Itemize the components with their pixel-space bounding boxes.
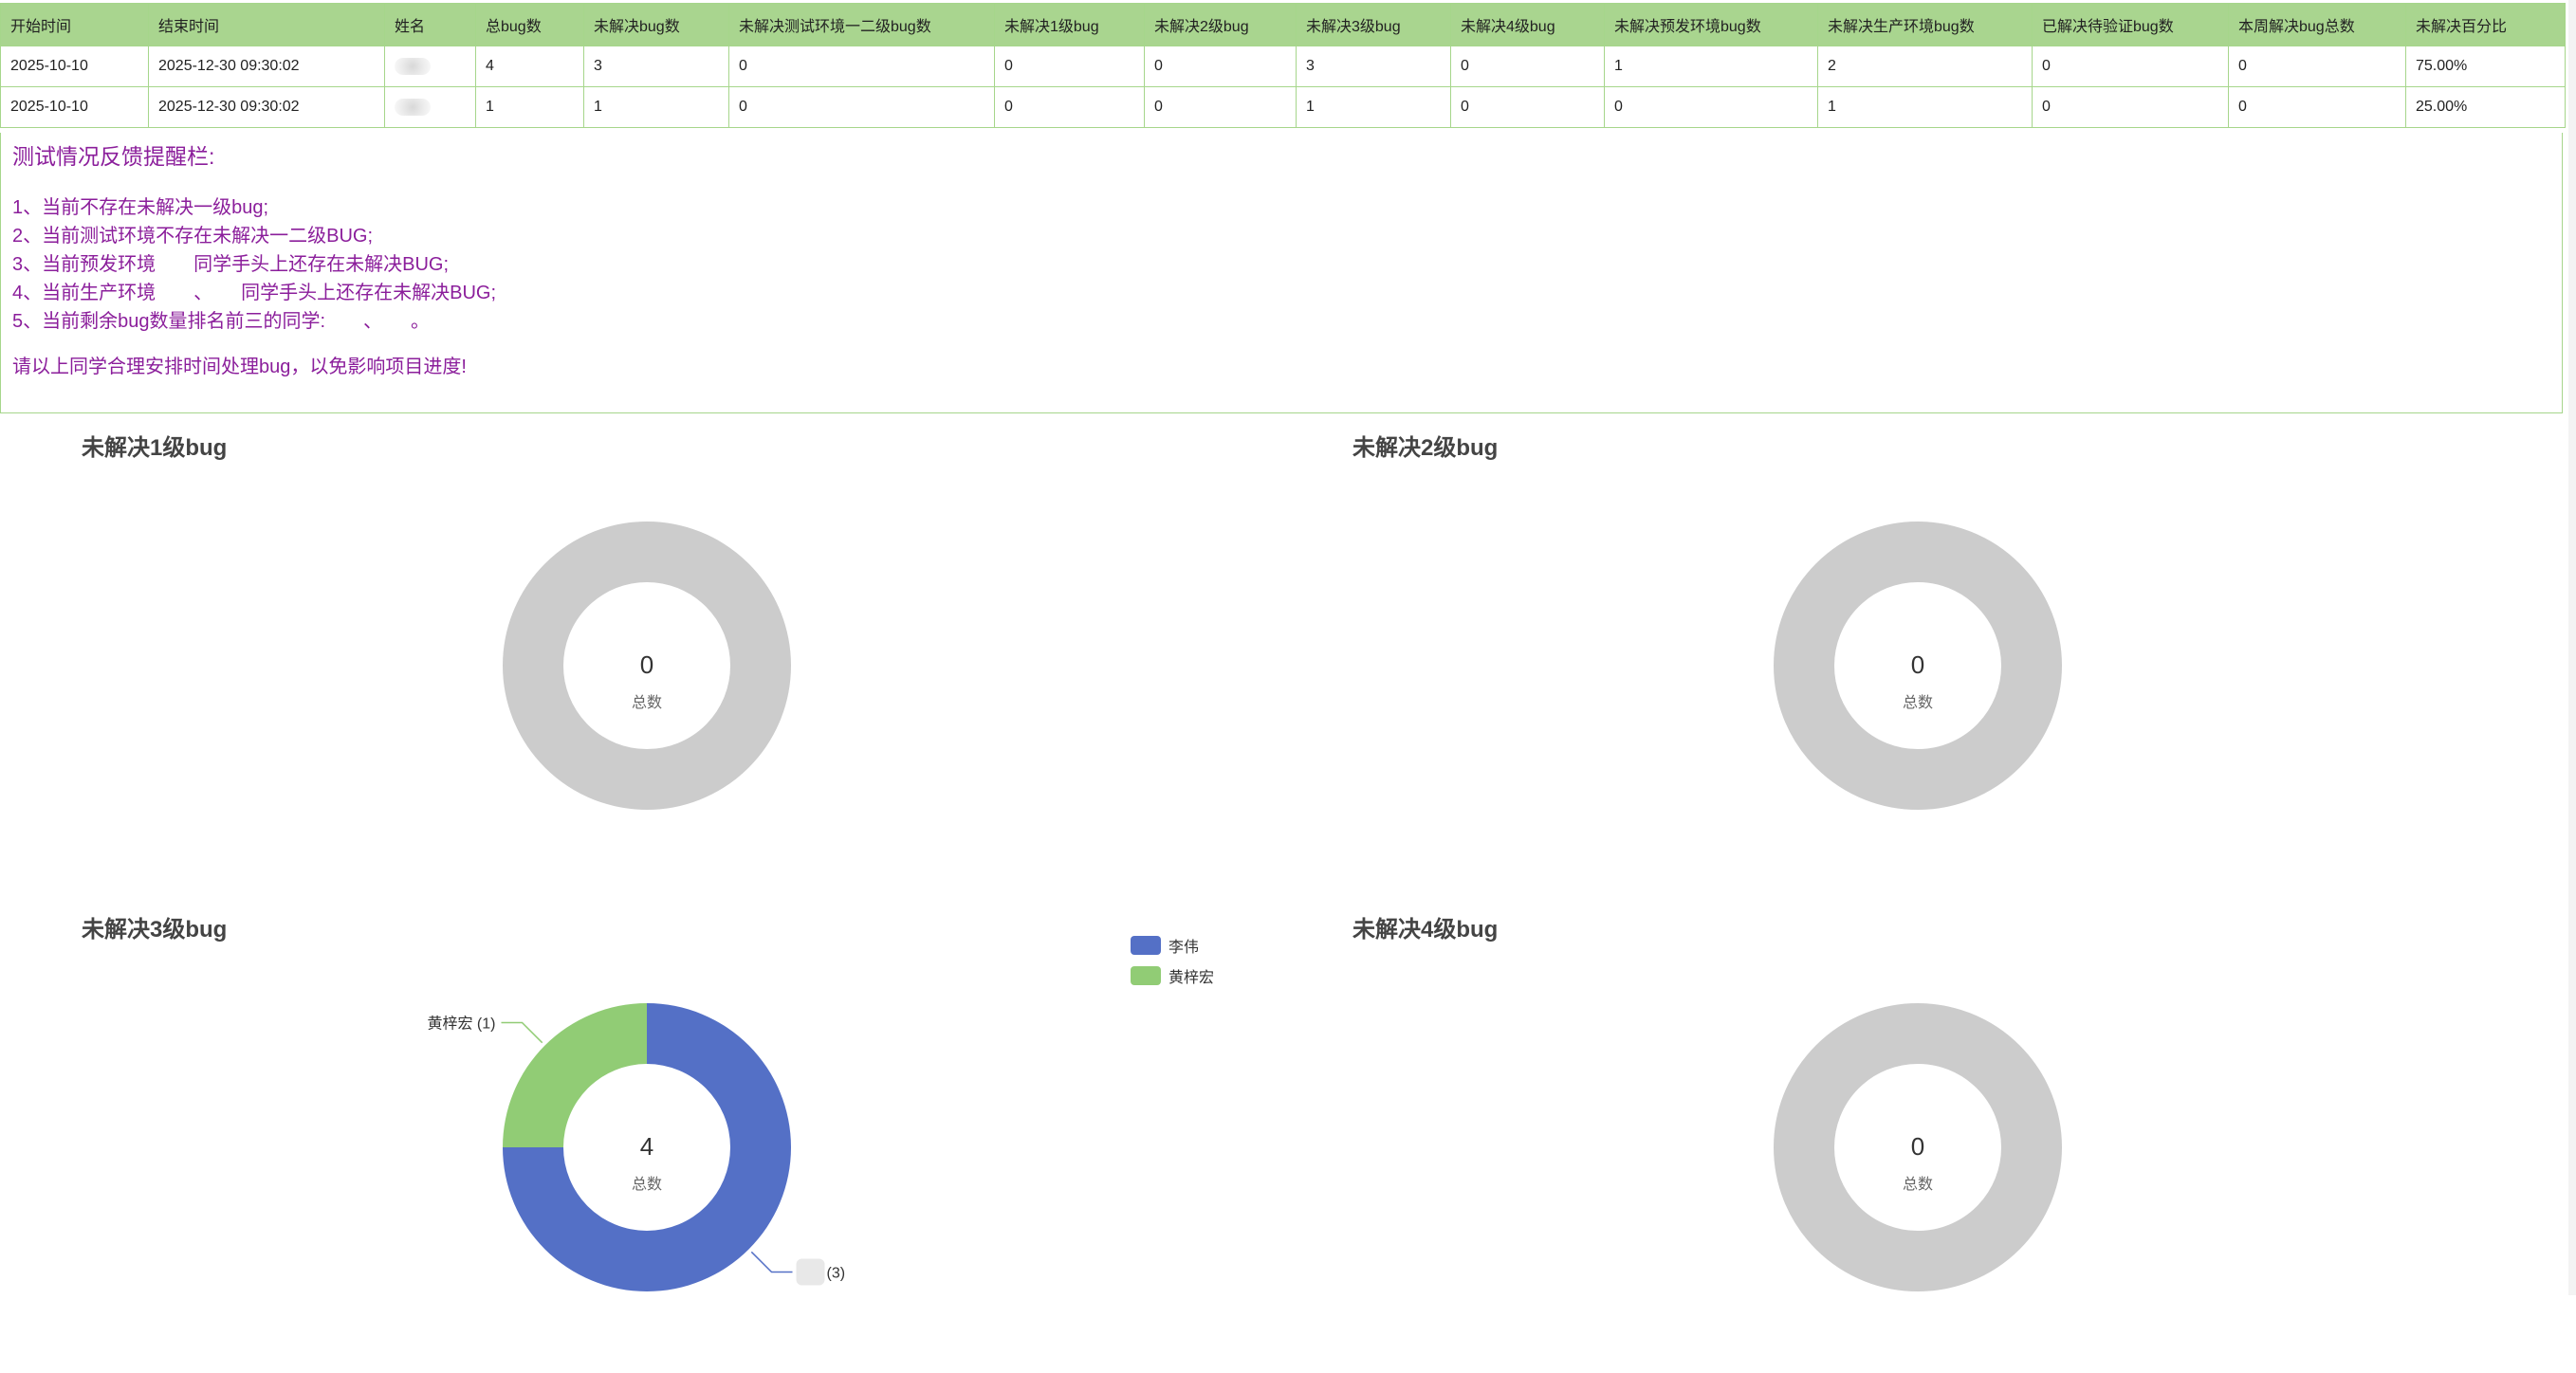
col-unresolved-prod[interactable]: 未解决生产环境bug数 [1817, 3, 2033, 46]
empty-donut-ring [1774, 522, 2062, 810]
col-resolved-pending[interactable]: 已解决待验证bug数 [2032, 3, 2229, 46]
col-unresolved[interactable]: 未解决bug数 [583, 3, 729, 46]
donut-slice [503, 1003, 647, 1147]
cell-resolved-week: 0 [2228, 86, 2406, 128]
empty-donut-ring [1774, 1003, 2062, 1291]
feedback-item: 2、当前测试环境不存在未解决一二级BUG; [12, 226, 374, 247]
col-unresolved-percent[interactable]: 未解决百分比 [2405, 3, 2566, 46]
legend-label: 黄梓宏 [1168, 970, 1215, 986]
chart-level3: 未解决3级bug (3) 黄梓宏 (1) 4 总数 李伟 黄梓宏 [0, 899, 1271, 1373]
cell-unresolved-percent: 75.00% [2405, 46, 2566, 87]
cell-name [384, 86, 476, 128]
cell-unresolved-preprod: 0 [1604, 86, 1818, 128]
legend-swatch [1131, 936, 1161, 955]
scrollbar[interactable] [2568, 0, 2576, 1295]
table-header-row: 开始时间 结束时间 姓名 总bug数 未解决bug数 未解决测试环境一二级bug… [0, 3, 2566, 46]
cell-level4: 0 [1450, 46, 1605, 87]
cell-unresolved-test-env: 0 [728, 86, 995, 128]
blurred-name [395, 57, 431, 75]
col-level1[interactable]: 未解决1级bug [994, 3, 1145, 46]
col-level2[interactable]: 未解决2级bug [1144, 3, 1297, 46]
slice-label: (3) [827, 1266, 846, 1282]
feedback-item: 5、当前剩余bug数量排名前三的同学: 、 。 [12, 311, 431, 332]
cell-end-time: 2025-12-30 09:30:02 [148, 86, 385, 128]
blurred-name [796, 1258, 825, 1286]
cell-unresolved: 1 [583, 86, 729, 128]
col-total-bugs[interactable]: 总bug数 [475, 3, 584, 46]
cell-unresolved-preprod: 1 [1604, 46, 1818, 87]
col-level3[interactable]: 未解决3级bug [1296, 3, 1451, 46]
chart-level1: 未解决1级bug 0 总数 [0, 417, 1271, 891]
chart-svg: 0 总数 [1774, 522, 2062, 810]
col-name[interactable]: 姓名 [384, 3, 476, 46]
cell-name [384, 46, 476, 87]
feedback-item: 3、当前预发环境 同学手头上还存在未解决BUG; [12, 254, 450, 275]
chart-legend[interactable]: 李伟 黄梓宏 [1131, 930, 1214, 991]
table-row: 2025-10-10 2025-12-30 09:30:02 1 1 0 0 0… [0, 86, 2566, 128]
cell-level1: 0 [994, 86, 1145, 128]
cell-start-time: 2025-10-10 [0, 86, 149, 128]
feedback-title: 测试情况反馈提醒栏: [12, 144, 215, 169]
center-total-value: 4 [640, 1132, 653, 1161]
legend-label: 李伟 [1168, 940, 1200, 956]
feedback-list: 1、当前不存在未解决一级bug; 2、当前测试环境不存在未解决一二级BUG; 3… [12, 193, 496, 336]
slice-label: 黄梓宏 (1) [427, 1015, 495, 1032]
col-unresolved-preprod[interactable]: 未解决预发环境bug数 [1604, 3, 1818, 46]
cell-unresolved-percent: 25.00% [2405, 86, 2566, 128]
center-total-label: 总数 [1903, 1176, 1933, 1193]
cell-total-bugs: 4 [475, 46, 584, 87]
center-total-value: 0 [640, 650, 653, 679]
cell-resolved-pending: 0 [2032, 86, 2229, 128]
legend-item[interactable]: 黄梓宏 [1131, 961, 1214, 991]
cell-unresolved-prod: 1 [1817, 86, 2033, 128]
chart-svg: (3) 黄梓宏 (1) 4 总数 [427, 1003, 846, 1291]
table-row: 2025-10-10 2025-12-30 09:30:02 4 3 0 0 0… [0, 46, 2566, 87]
col-resolved-week[interactable]: 本周解决bug总数 [2228, 3, 2406, 46]
cell-resolved-pending: 0 [2032, 46, 2229, 87]
slice-leader-line [501, 1021, 543, 1044]
feedback-item: 1、当前不存在未解决一级bug; [12, 197, 269, 218]
cell-end-time: 2025-12-30 09:30:02 [148, 46, 385, 87]
col-level4[interactable]: 未解决4级bug [1450, 3, 1605, 46]
col-start-time[interactable]: 开始时间 [0, 3, 149, 46]
cell-start-time: 2025-10-10 [0, 46, 149, 87]
cell-unresolved-test-env: 0 [728, 46, 995, 87]
chart-level2: 未解决2级bug 0 总数 [1271, 417, 2542, 891]
cell-level1: 0 [994, 46, 1145, 87]
center-total-value: 0 [1911, 1132, 1924, 1161]
col-end-time[interactable]: 结束时间 [148, 3, 385, 46]
blurred-name [395, 98, 431, 116]
bug-stats-table: 开始时间 结束时间 姓名 总bug数 未解决bug数 未解决测试环境一二级bug… [0, 3, 2566, 128]
cell-resolved-week: 0 [2228, 46, 2406, 87]
col-unresolved-test-env[interactable]: 未解决测试环境一二级bug数 [728, 3, 995, 46]
chart-title: 未解决3级bug [82, 917, 228, 943]
chart-title: 未解决1级bug [82, 435, 228, 461]
legend-item[interactable]: 李伟 [1131, 930, 1214, 961]
cell-level3: 1 [1296, 86, 1451, 128]
chart-svg: 0 总数 [503, 522, 791, 810]
center-total-label: 总数 [632, 694, 662, 711]
chart-svg: 0 总数 [1774, 1003, 2062, 1291]
feedback-panel: 测试情况反馈提醒栏: 1、当前不存在未解决一级bug; 2、当前测试环境不存在未… [0, 133, 2563, 413]
cell-total-bugs: 1 [475, 86, 584, 128]
legend-swatch [1131, 966, 1161, 985]
feedback-item: 4、当前生产环境 、 同学手头上还存在未解决BUG; [12, 283, 497, 303]
cell-level2: 0 [1144, 86, 1297, 128]
cell-level4: 0 [1450, 86, 1605, 128]
empty-donut-ring [503, 522, 791, 810]
chart-level4: 未解决4级bug 0 总数 [1271, 899, 2542, 1373]
cell-level3: 3 [1296, 46, 1451, 87]
cell-unresolved: 3 [583, 46, 729, 87]
chart-title: 未解决2级bug [1352, 435, 1499, 461]
center-total-value: 0 [1911, 650, 1924, 679]
slice-leader-line [750, 1251, 793, 1273]
center-total-label: 总数 [1903, 694, 1933, 711]
chart-title: 未解决4级bug [1352, 917, 1499, 943]
center-total-label: 总数 [632, 1176, 662, 1193]
cell-unresolved-prod: 2 [1817, 46, 2033, 87]
donut-slice [503, 1003, 791, 1291]
feedback-footer: 请以上同学合理安排时间处理bug，以免影响项目进度! [12, 357, 467, 377]
cell-level2: 0 [1144, 46, 1297, 87]
